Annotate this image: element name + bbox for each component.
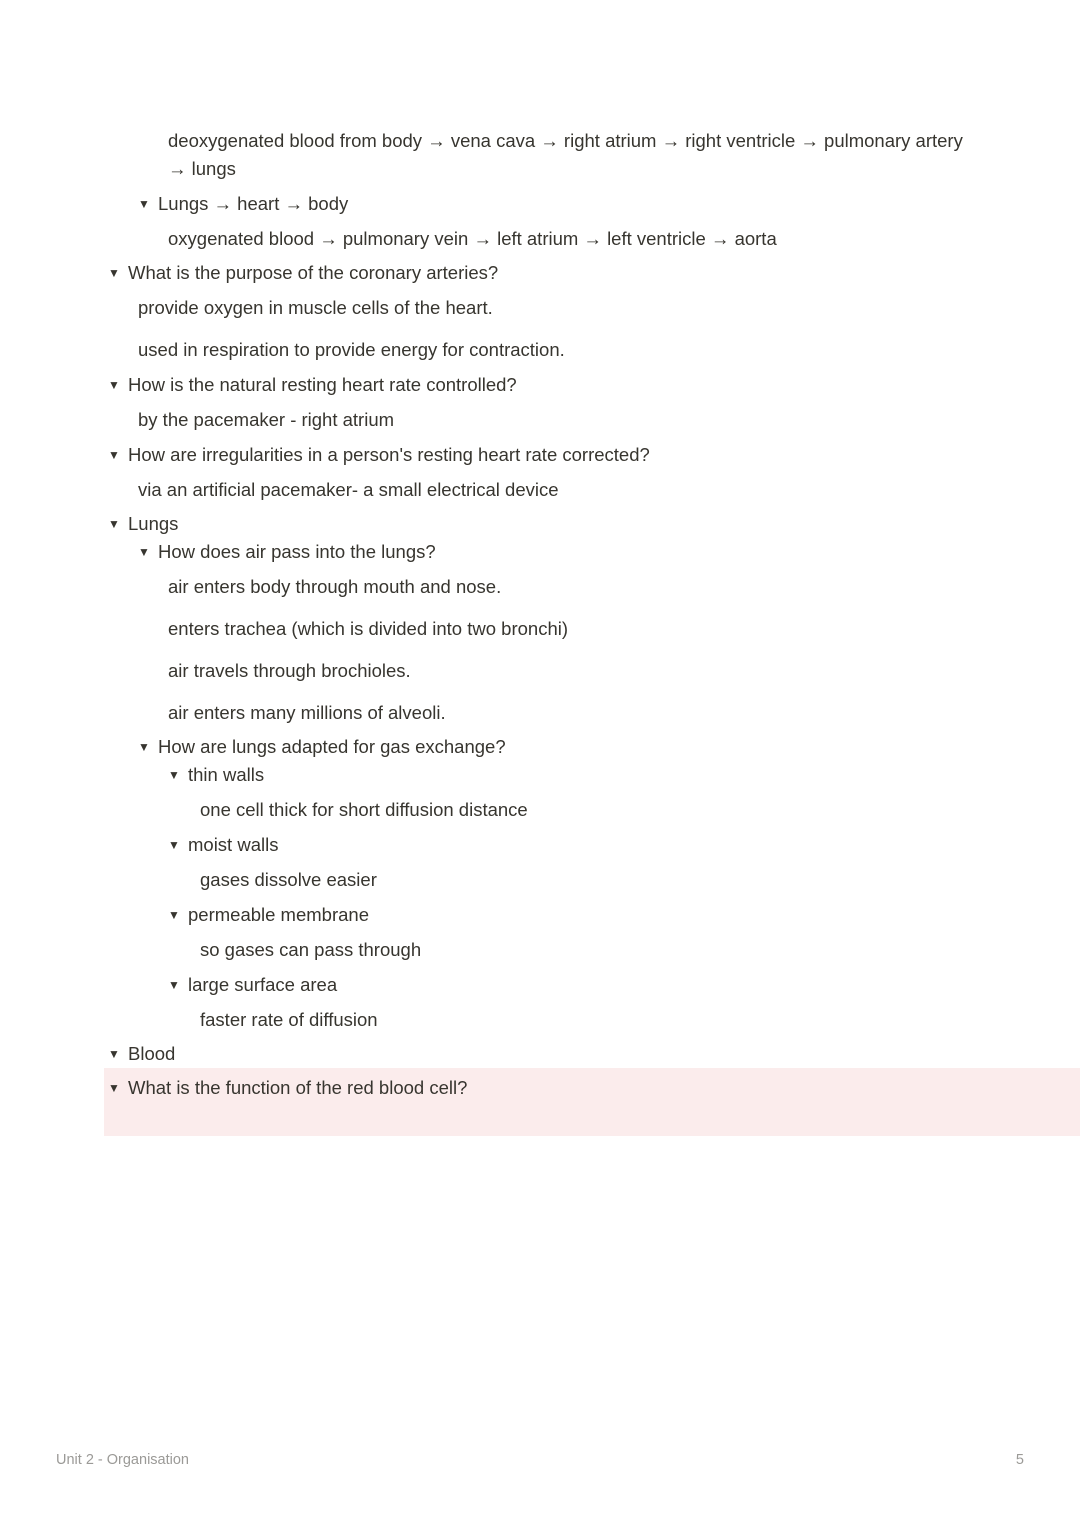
toggle-label: What is the function of the red blood ce…: [128, 1074, 1080, 1102]
body-text: used in respiration to provide energy fo…: [138, 329, 972, 371]
toggle-block: ▼ Lungs → heart → body: [108, 190, 972, 218]
toggle-label: How are lungs adapted for gas exchange?: [158, 733, 972, 761]
body-text: air enters body through mouth and nose.: [168, 566, 972, 608]
chevron-down-icon: ▼: [168, 971, 182, 999]
toggle-label: Blood: [128, 1040, 972, 1068]
chevron-down-icon: ▼: [138, 190, 152, 218]
toggle-label: permeable membrane: [188, 901, 972, 929]
chevron-down-icon: ▼: [108, 1040, 122, 1068]
body-text: gases dissolve easier: [200, 859, 972, 901]
body-text: oxygenated blood → pulmonary vein → left…: [168, 218, 972, 260]
toggle-block: ▼ Lungs: [108, 510, 972, 538]
body-text: provide oxygen in muscle cells of the he…: [138, 287, 972, 329]
toggle-label: Lungs → heart → body: [158, 190, 972, 218]
toggle-resting-heart-rate[interactable]: ▼ How is the natural resting heart rate …: [108, 371, 972, 399]
toggle-block: ▼ large surface area: [108, 971, 972, 999]
chevron-down-icon: ▼: [168, 761, 182, 789]
body-text: deoxygenated blood from body → vena cava…: [168, 120, 972, 190]
body-text: enters trachea (which is divided into tw…: [168, 608, 972, 650]
text-block: by the pacemaker - right atrium: [108, 399, 972, 441]
text-block: so gases can pass through: [108, 929, 972, 971]
highlighted-block: ▼ What is the function of the red blood …: [104, 1068, 1080, 1136]
toggle-lungs-heart-body[interactable]: ▼ Lungs → heart → body: [138, 190, 972, 218]
toggle-label: moist walls: [188, 831, 972, 859]
body-text: by the pacemaker - right atrium: [138, 399, 972, 441]
body-text: via an artificial pacemaker- a small ele…: [138, 469, 972, 511]
page-content: deoxygenated blood from body → vena cava…: [0, 0, 1080, 1136]
toggle-permeable[interactable]: ▼ permeable membrane: [168, 901, 972, 929]
chevron-down-icon: ▼: [168, 831, 182, 859]
text-block: used in respiration to provide energy fo…: [108, 329, 972, 371]
toggle-block: ▼ How are lungs adapted for gas exchange…: [108, 733, 972, 761]
text-block: deoxygenated blood from body → vena cava…: [108, 120, 972, 190]
chevron-down-icon: ▼: [168, 901, 182, 929]
toggle-label: thin walls: [188, 761, 972, 789]
body-text: air enters many millions of alveoli.: [168, 692, 972, 734]
chevron-down-icon: ▼: [108, 510, 122, 538]
body-text: air travels through brochioles.: [168, 650, 972, 692]
body-text: so gases can pass through: [200, 929, 972, 971]
text-block: air travels through brochioles.: [108, 650, 972, 692]
chevron-down-icon: ▼: [138, 733, 152, 761]
text-block: oxygenated blood → pulmonary vein → left…: [108, 218, 972, 260]
text-block: provide oxygen in muscle cells of the he…: [108, 287, 972, 329]
toggle-block: ▼ Blood: [108, 1040, 972, 1068]
toggle-block: ▼ How are irregularities in a person's r…: [108, 441, 972, 469]
toggle-label: How does air pass into the lungs?: [158, 538, 972, 566]
text-block: enters trachea (which is divided into tw…: [108, 608, 972, 650]
toggle-label: How is the natural resting heart rate co…: [128, 371, 972, 399]
chevron-down-icon: ▼: [108, 1074, 122, 1102]
footer-title: Unit 2 - Organisation: [56, 1450, 189, 1472]
toggle-air-pass[interactable]: ▼ How does air pass into the lungs?: [138, 538, 972, 566]
toggle-gas-exchange[interactable]: ▼ How are lungs adapted for gas exchange…: [138, 733, 972, 761]
toggle-surface-area[interactable]: ▼ large surface area: [168, 971, 972, 999]
toggle-label: What is the purpose of the coronary arte…: [128, 259, 972, 287]
toggle-label: large surface area: [188, 971, 972, 999]
text-block: faster rate of diffusion: [108, 999, 972, 1041]
chevron-down-icon: ▼: [108, 441, 122, 469]
footer-page-number: 5: [1016, 1450, 1024, 1472]
chevron-down-icon: ▼: [108, 371, 122, 399]
toggle-block: ▼ moist walls: [108, 831, 972, 859]
text-block: gases dissolve easier: [108, 859, 972, 901]
text-block: via an artificial pacemaker- a small ele…: [108, 469, 972, 511]
chevron-down-icon: ▼: [138, 538, 152, 566]
toggle-label: How are irregularities in a person's res…: [128, 441, 972, 469]
toggle-block: ▼ thin walls: [108, 761, 972, 789]
toggle-thin-walls[interactable]: ▼ thin walls: [168, 761, 972, 789]
body-text: one cell thick for short diffusion dista…: [200, 789, 972, 831]
body-text: faster rate of diffusion: [200, 999, 972, 1041]
toggle-label: Lungs: [128, 510, 972, 538]
toggle-irregularities[interactable]: ▼ How are irregularities in a person's r…: [108, 441, 972, 469]
toggle-blood[interactable]: ▼ Blood: [108, 1040, 972, 1068]
chevron-down-icon: ▼: [108, 259, 122, 287]
toggle-block: ▼ How is the natural resting heart rate …: [108, 371, 972, 399]
toggle-lungs[interactable]: ▼ Lungs: [108, 510, 972, 538]
toggle-block: ▼ What is the purpose of the coronary ar…: [108, 259, 972, 287]
page-footer: Unit 2 - Organisation 5: [56, 1450, 1024, 1472]
toggle-block: ▼ How does air pass into the lungs?: [108, 538, 972, 566]
text-block: air enters body through mouth and nose.: [108, 566, 972, 608]
toggle-moist-walls[interactable]: ▼ moist walls: [168, 831, 972, 859]
text-block: one cell thick for short diffusion dista…: [108, 789, 972, 831]
toggle-red-blood-cell[interactable]: ▼ What is the function of the red blood …: [108, 1074, 1080, 1102]
toggle-coronary-arteries[interactable]: ▼ What is the purpose of the coronary ar…: [108, 259, 972, 287]
toggle-block: ▼ permeable membrane: [108, 901, 972, 929]
text-block: air enters many millions of alveoli.: [108, 692, 972, 734]
